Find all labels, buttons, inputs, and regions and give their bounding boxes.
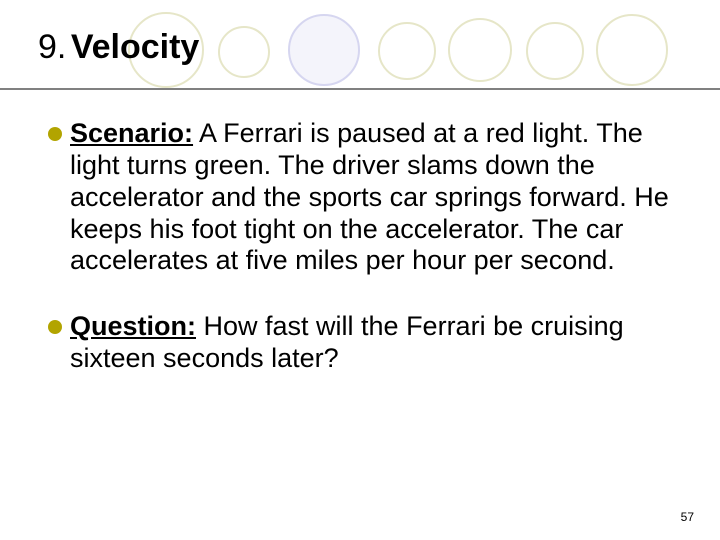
decor-circle: [218, 26, 270, 78]
bullet-text: Question: How fast will the Ferrari be c…: [70, 311, 678, 375]
decor-circle: [448, 18, 512, 82]
decor-circle: [596, 14, 668, 86]
bullet-icon: [48, 320, 62, 334]
title-divider: [0, 88, 720, 90]
slide-number: 9.: [38, 28, 66, 66]
decor-circle: [378, 22, 436, 80]
bullet-text: Scenario: A Ferrari is paused at a red l…: [70, 118, 678, 277]
bullet-lead: Question:: [70, 311, 196, 341]
page-number: 57: [681, 510, 694, 524]
bullet-lead: Scenario:: [70, 118, 193, 148]
decor-circle: [526, 22, 584, 80]
bullet-item: Question: How fast will the Ferrari be c…: [48, 311, 678, 375]
slide-title-row: 9. Velocity: [38, 28, 199, 67]
decor-circle: [288, 14, 360, 86]
slide-body: Scenario: A Ferrari is paused at a red l…: [48, 118, 678, 409]
bullet-item: Scenario: A Ferrari is paused at a red l…: [48, 118, 678, 277]
bullet-icon: [48, 127, 62, 141]
slide-title: Velocity: [71, 28, 200, 66]
